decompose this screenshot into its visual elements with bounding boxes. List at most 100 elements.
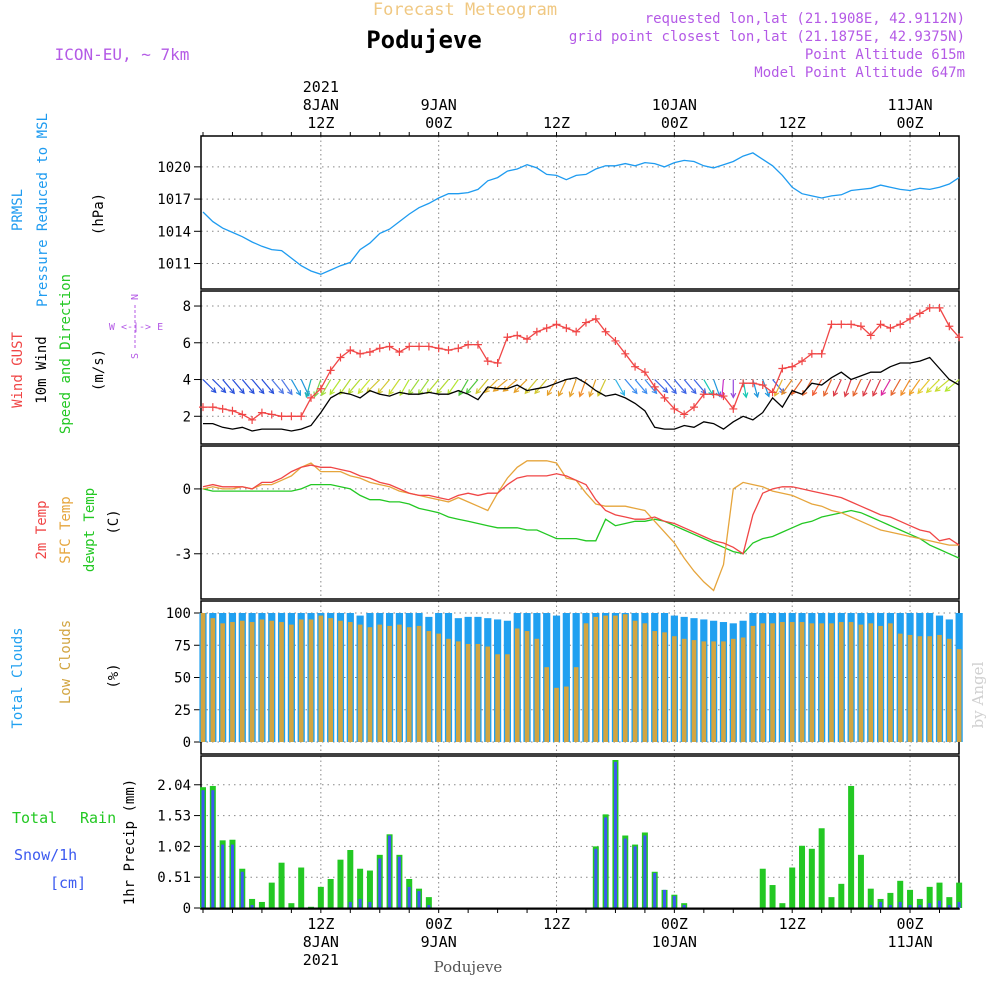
low-cloud-bar (465, 643, 471, 742)
wind-arrow (329, 379, 341, 395)
wind-arrow-head (781, 389, 787, 396)
wind-arrow (366, 379, 381, 393)
wind-arrow-head (843, 391, 850, 398)
gust-marker (228, 406, 237, 415)
pressure-label-1: PRMSL (10, 189, 26, 231)
pressure-frame (200, 135, 960, 290)
gust-marker (257, 408, 266, 417)
rain-bar (327, 879, 334, 908)
bottom-time-label: 00Z (661, 915, 688, 933)
gust-marker (424, 342, 433, 351)
precip-ytick-label: 0 (183, 901, 191, 917)
wind-arrow (493, 379, 508, 392)
wind-arrow-head (900, 390, 906, 397)
total-cloud-bar (562, 613, 570, 742)
requested-coords: requested lon,lat (21.1908E, 42.9112N) (645, 11, 965, 27)
bottom-time-label: 9JAN (421, 933, 457, 951)
low-cloud-bar (564, 686, 569, 742)
low-cloud-bar (485, 646, 491, 742)
gust-marker (385, 342, 394, 351)
wind-arrow (202, 379, 217, 393)
wind-arrow-head (671, 388, 677, 395)
wind-arrow (654, 379, 668, 393)
top-time-label: 12Z (543, 114, 570, 132)
gridpoint-coords: grid point closest lon,lat (21.1875E, 42… (569, 29, 965, 45)
wind-arrow (418, 379, 430, 395)
low-cloud-bar (780, 622, 785, 742)
total-cloud-bar (552, 615, 561, 742)
wind-arrow (339, 379, 351, 395)
bottom-time-label: 8JAN (303, 933, 339, 951)
clouds-unit: (%) (106, 663, 122, 688)
clouds-low-label: Low Clouds (58, 620, 74, 704)
low-cloud-bar (387, 625, 392, 742)
gust-marker (483, 357, 492, 366)
rain-bar (288, 903, 295, 908)
snow-bar (604, 817, 608, 908)
bottom-time-label: 12Z (543, 915, 570, 933)
low-cloud-bar (897, 633, 903, 742)
rain-bar (258, 901, 265, 908)
gust-marker (690, 403, 698, 412)
pressure-ytick-label: 1014 (157, 224, 191, 240)
gust-marker (415, 342, 424, 351)
gust-marker (660, 393, 669, 402)
wind-arrow (862, 379, 872, 397)
low-cloud-bar (937, 634, 942, 742)
temp-dew-label: dewpt Temp (82, 488, 98, 572)
low-cloud-bar (789, 622, 795, 742)
rain-bar (268, 882, 275, 908)
wind-arrow (644, 379, 657, 394)
rain-bar (828, 897, 835, 908)
wind-arrow (547, 379, 558, 396)
wind-arrow-head (278, 388, 285, 395)
low-cloud-bar (927, 636, 932, 742)
low-cloud-bar (848, 622, 854, 742)
sfc-temp-line (202, 460, 960, 592)
gust-marker (405, 342, 414, 351)
top-time-label: 8JAN (303, 96, 339, 114)
rain-bar (857, 854, 864, 908)
clouds-ytick-label: 25 (174, 703, 191, 719)
gust-marker (601, 327, 610, 336)
temp-sfc-label: SFC Temp (58, 496, 74, 563)
wind-arrow (752, 379, 759, 398)
wind-arrow (436, 379, 449, 394)
wind-arrow (890, 379, 901, 396)
gust-marker (208, 403, 217, 412)
low-cloud-bar (740, 637, 746, 742)
top-time-label: 11JAN (887, 96, 932, 114)
rain-bar (357, 868, 364, 908)
wind-arrow-head (662, 387, 669, 394)
wind-arrow-head (934, 386, 941, 392)
wind-ytick-label: 2 (183, 409, 191, 425)
gust-marker (464, 340, 473, 349)
bottom-time-label: 10JAN (652, 933, 697, 951)
low-cloud-bar (456, 641, 461, 742)
wind-arrow-head (690, 388, 697, 395)
wind-arrow (852, 379, 862, 397)
gust-marker (886, 324, 895, 333)
low-cloud-bar (681, 638, 687, 742)
wind-arrow (357, 379, 371, 394)
rain-bar (337, 859, 344, 908)
snow-bar (908, 904, 912, 908)
low-cloud-bar (622, 614, 628, 742)
low-cloud-bar (858, 624, 864, 742)
snow-bar (407, 886, 411, 908)
low-cloud-bar (888, 623, 893, 742)
gust-marker (503, 333, 512, 342)
location-title: Podujeve (366, 26, 482, 54)
wind-arrow (569, 379, 577, 397)
wind-arrow-head (641, 388, 648, 395)
gust-marker (650, 382, 659, 391)
wind-frame (200, 290, 960, 445)
wind-arrow-head (513, 387, 520, 394)
snow-bar (348, 901, 352, 908)
wind-arrow-head (210, 387, 217, 394)
bottom-time-label: 12Z (307, 915, 334, 933)
compass-n: N (130, 294, 141, 300)
snow-bar (643, 835, 647, 908)
wind-arrow (241, 379, 255, 394)
rain-bar (308, 906, 315, 908)
